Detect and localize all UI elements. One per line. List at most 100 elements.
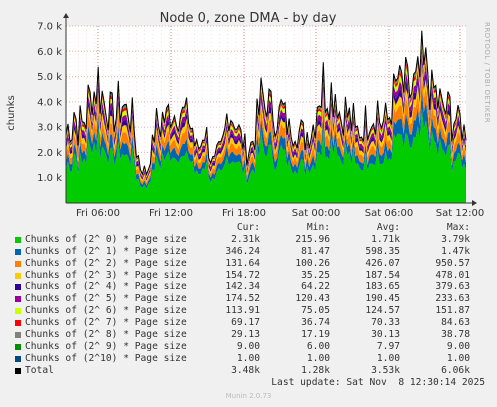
legend-row: Chunks of (2^ 3) * Page size 154.72 35.25 1… <box>12 270 487 282</box>
series-total-line <box>65 30 467 177</box>
legend-cur: 154.72 <box>225 269 260 281</box>
legend-swatch <box>15 296 21 303</box>
legend-min: 6.00 <box>306 340 330 352</box>
legend-row: Chunks of (2^ 1) * Page size 346.24 81.47 5… <box>12 246 487 258</box>
legend-cur: 9.00 <box>236 340 260 352</box>
legend-min: 100.26 <box>295 257 330 269</box>
legend-name: Chunks of (2^ 3) * Page size <box>25 269 187 281</box>
legend-max: 478.01 <box>435 269 470 281</box>
legend-min: 1.00 <box>306 352 330 364</box>
legend-cur: 346.24 <box>225 245 260 257</box>
legend-swatch <box>15 355 21 362</box>
legend-avg: 1.71k <box>371 233 400 245</box>
legend-row: Chunks of (2^ 8) * Page size 29.13 17.19 30… <box>12 329 487 341</box>
legend-min: 215.96 <box>295 233 330 245</box>
series-area <box>66 108 466 203</box>
y-tick-label: 7.0 k <box>37 22 62 33</box>
legend-avg: 70.33 <box>371 317 400 329</box>
legend-swatch <box>15 308 21 315</box>
legend-name: Chunks of (2^ 4) * Page size <box>25 281 187 293</box>
legend-row: Chunks of (2^ 2) * Page size 131.64 100.26… <box>12 258 487 270</box>
legend-min: 75.05 <box>301 305 330 317</box>
legend-cur: 69.17 <box>231 317 260 329</box>
legend-name: Total <box>25 364 54 376</box>
legend-header-max: Max: <box>446 222 470 233</box>
legend-swatch <box>15 331 21 338</box>
legend-avg: 7.97 <box>376 340 400 352</box>
y-tick-label: 4.0 k <box>37 97 62 108</box>
legend-max: 38.78 <box>441 329 470 341</box>
legend-cur: 3.48k <box>231 364 260 376</box>
y-tick-label: 5.0 k <box>37 72 62 83</box>
y-tick-label: 6.0 k <box>37 47 62 58</box>
legend-avg: 190.45 <box>365 293 400 305</box>
legend-max: 151.87 <box>435 305 470 317</box>
x-axis-arrow <box>472 200 477 206</box>
legend-min: 81.47 <box>301 245 330 257</box>
legend-swatch <box>15 367 21 374</box>
legend-cur: 113.91 <box>225 305 260 317</box>
legend-row: Chunks of (2^ 4) * Page size 142.34 64.22 1… <box>12 281 487 293</box>
legend-min: 35.25 <box>301 269 330 281</box>
legend-row: Chunks of (2^ 9) * Page size 9.00 6.00 7.97… <box>12 341 487 353</box>
x-tick-label: Fri 12:00 <box>149 208 193 219</box>
legend-avg: 598.35 <box>365 245 400 257</box>
axes: 1.0 k 2.0 k 3.0 k 4.0 k 5.0 k 6.0 k 7.0 k Fri 0… <box>37 13 484 219</box>
legend-name: Chunks of (2^ 2) * Page size <box>25 257 187 269</box>
legend-swatch <box>15 236 21 243</box>
legend-header-avg: Avg: <box>376 222 400 233</box>
legend-name: Chunks of (2^ 6) * Page size <box>25 305 187 317</box>
legend-swatch <box>15 284 21 291</box>
stacked-areas <box>66 30 466 203</box>
y-tick-label: 3.0 k <box>37 123 62 134</box>
legend-avg: 426.07 <box>365 257 400 269</box>
legend-cur: 142.34 <box>225 281 260 293</box>
legend-row: Chunks of (2^ 7) * Page size 69.17 36.74 70… <box>12 317 487 329</box>
generator-label: Munin 2.0.73 <box>225 392 272 400</box>
legend-cur: 174.52 <box>225 293 260 305</box>
legend-name: Chunks of (2^ 0) * Page size <box>25 233 187 245</box>
legend-swatch <box>15 260 21 267</box>
legend-row: Chunks of (2^ 5) * Page size 174.52 120.43… <box>12 293 487 305</box>
legend-avg: 3.53k <box>371 364 400 376</box>
legend-name: Chunks of (2^ 1) * Page size <box>25 245 187 257</box>
legend-row: Chunks of (2^ 0) * Page size 2.31k 215.96 1… <box>12 234 487 246</box>
legend-max: 9.00 <box>446 340 470 352</box>
last-update: Last update: Sat Nov 8 12:30:14 2025 <box>271 377 485 388</box>
y-axis-arrow <box>63 13 69 18</box>
chart: Node 0, zone DMA - by day chunks RRDTOOL… <box>6 11 491 219</box>
legend-min: 1.28k <box>301 364 330 376</box>
legend-min: 64.22 <box>301 281 330 293</box>
legend-min: 17.19 <box>301 329 330 341</box>
legend-header-cur: Cur: <box>236 222 260 233</box>
legend-name: Chunks of (2^ 8) * Page size <box>25 329 187 341</box>
x-tick-label: Fri 06:00 <box>76 208 120 219</box>
legend-max: 84.63 <box>441 317 470 329</box>
legend-min: 36.74 <box>301 317 330 329</box>
legend-swatch <box>15 343 21 350</box>
y-axis-label: chunks <box>6 95 17 131</box>
legend-swatch <box>15 320 21 327</box>
legend-max: 233.63 <box>435 293 470 305</box>
legend-cur: 2.31k <box>231 233 260 245</box>
legend-name: Chunks of (2^10) * Page size <box>25 352 187 364</box>
legend-avg: 30.13 <box>371 329 400 341</box>
legend-max: 1.00 <box>446 352 470 364</box>
legend-swatch <box>15 272 21 279</box>
y-tick-label: 2.0 k <box>37 148 62 159</box>
legend-row: Chunks of (2^ 6) * Page size 113.91 75.05 1… <box>12 305 487 317</box>
legend-name: Chunks of (2^ 7) * Page size <box>25 317 187 329</box>
x-tick-label: Sat 00:00 <box>292 208 340 219</box>
legend-cur: 29.13 <box>231 329 260 341</box>
legend-avg: 187.54 <box>365 269 400 281</box>
legend-max: 950.57 <box>435 257 470 269</box>
legend-max: 1.47k <box>441 245 470 257</box>
legend-name: Chunks of (2^ 5) * Page size <box>25 293 187 305</box>
legend-row: Total 3.48k 1.28k 3.53k 6.06k <box>12 365 487 377</box>
legend-cur: 1.00 <box>236 352 260 364</box>
x-tick-label: Fri 18:00 <box>222 208 266 219</box>
side-label: RRDTOOL / TOBI OETIKER <box>483 22 491 123</box>
legend-row: Chunks of (2^10) * Page size 1.00 1.00 1.00… <box>12 353 487 365</box>
legend-avg: 183.65 <box>365 281 400 293</box>
legend-swatch <box>15 248 21 255</box>
